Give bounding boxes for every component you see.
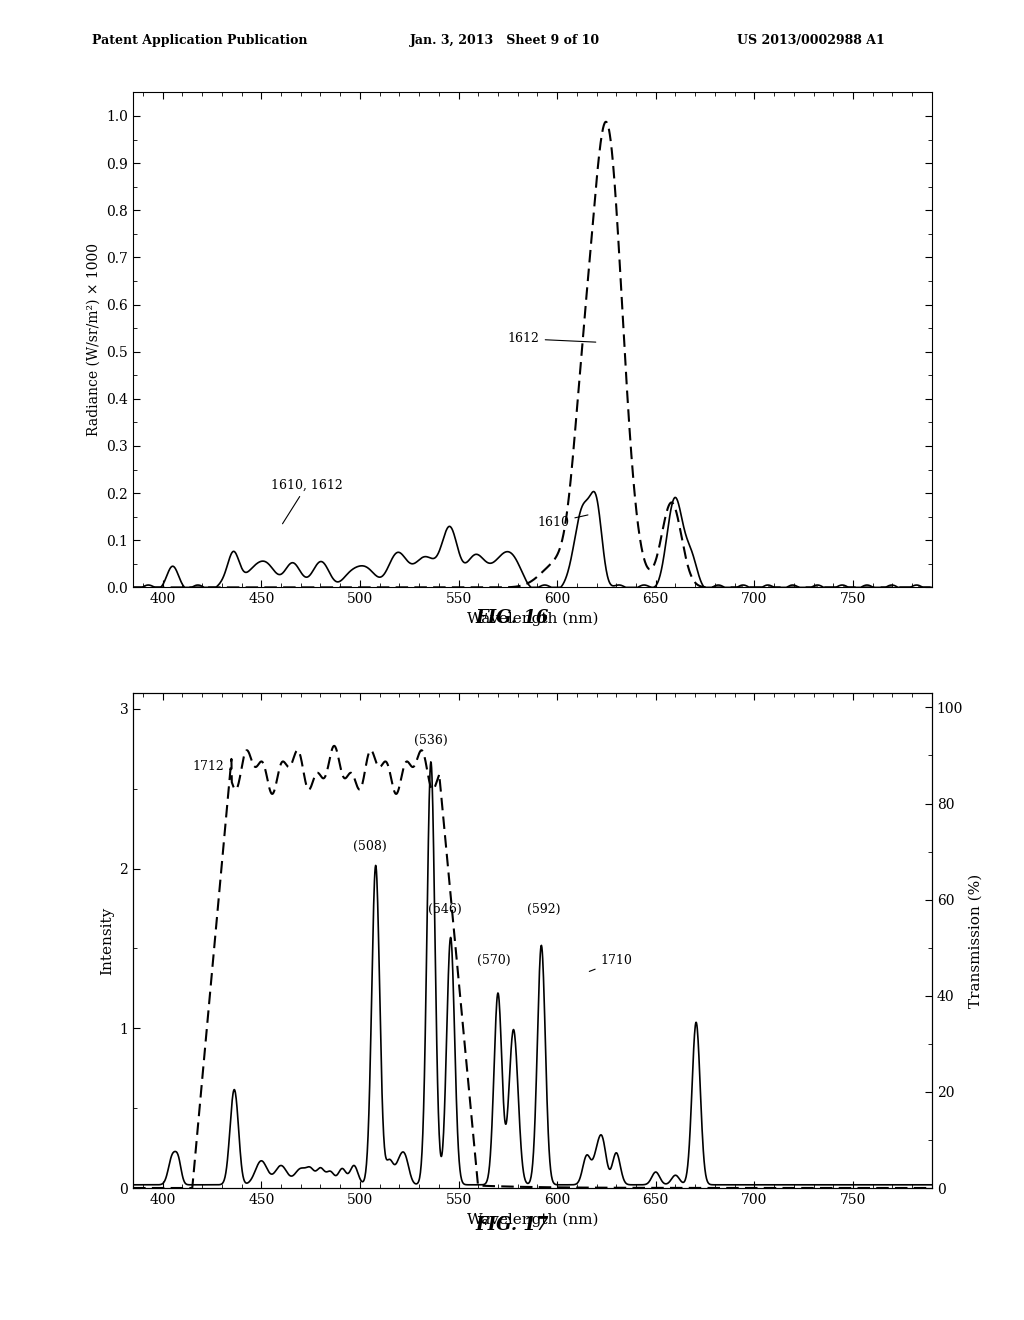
Y-axis label: Intensity: Intensity <box>99 907 114 974</box>
Text: FIG. 16: FIG. 16 <box>475 609 549 627</box>
Text: (508): (508) <box>353 840 387 853</box>
Y-axis label: Transmission (%): Transmission (%) <box>969 874 983 1007</box>
Text: 1610, 1612: 1610, 1612 <box>271 478 343 524</box>
Text: Jan. 3, 2013   Sheet 9 of 10: Jan. 3, 2013 Sheet 9 of 10 <box>410 34 600 48</box>
Text: 1612: 1612 <box>508 333 596 346</box>
Text: Patent Application Publication: Patent Application Publication <box>92 34 307 48</box>
Y-axis label: Radiance (W/sr/m²) × 1000: Radiance (W/sr/m²) × 1000 <box>87 243 100 437</box>
X-axis label: Wavelength (nm): Wavelength (nm) <box>467 611 598 626</box>
Text: 1712: 1712 <box>193 759 231 772</box>
Text: (536): (536) <box>414 734 447 747</box>
Text: (570): (570) <box>477 954 511 968</box>
Text: FIG. 17: FIG. 17 <box>475 1216 549 1234</box>
Text: US 2013/0002988 A1: US 2013/0002988 A1 <box>737 34 885 48</box>
Text: 1710: 1710 <box>589 954 633 972</box>
Text: (592): (592) <box>526 903 560 916</box>
X-axis label: Wavelength (nm): Wavelength (nm) <box>467 1212 598 1226</box>
Text: 1610: 1610 <box>538 515 588 529</box>
Text: (546): (546) <box>428 903 462 916</box>
